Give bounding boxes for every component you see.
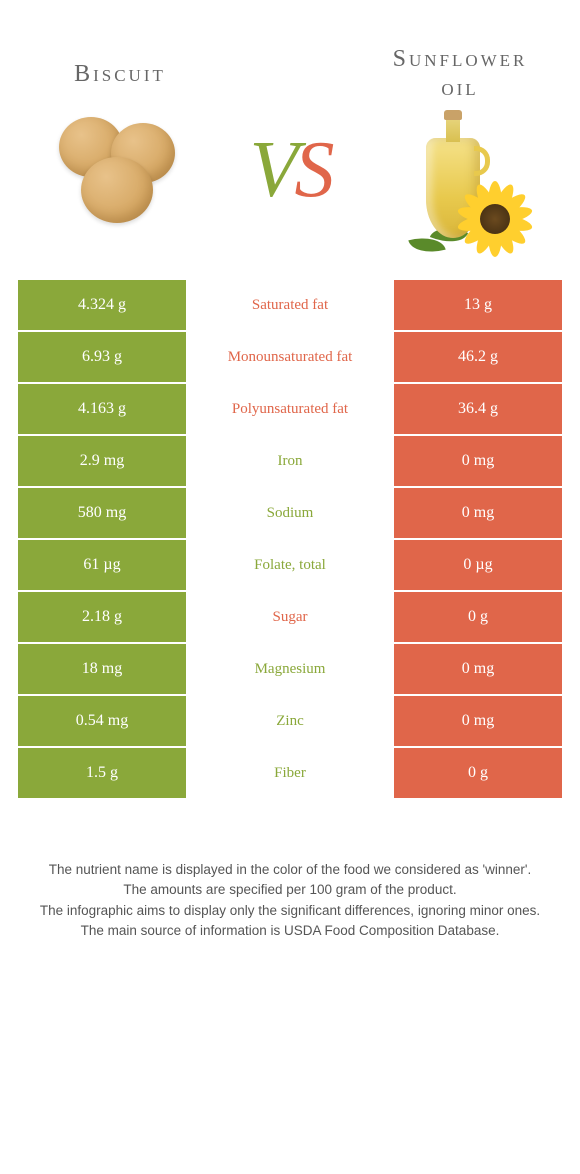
right-value: 0 mg: [392, 488, 562, 538]
nutrient-label: Fiber: [188, 748, 392, 798]
nutrient-label: Polyunsaturated fat: [188, 384, 392, 434]
right-value: 0 mg: [392, 696, 562, 746]
left-value: 580 mg: [18, 488, 188, 538]
left-value: 6.93 g: [18, 332, 188, 382]
nutrient-label: Saturated fat: [188, 280, 392, 330]
nutrient-label: Monounsaturated fat: [188, 332, 392, 382]
right-value: 36.4 g: [392, 384, 562, 434]
right-value: 0 g: [392, 592, 562, 642]
nutrient-label: Zinc: [188, 696, 392, 746]
nutrient-row: 580 mgSodium0 mg: [18, 488, 562, 538]
right-food-column: Sunflower oil: [370, 45, 550, 255]
right-food-title: Sunflower oil: [370, 45, 550, 103]
left-value: 61 µg: [18, 540, 188, 590]
right-value: 13 g: [392, 280, 562, 330]
biscuit-image: [50, 100, 190, 240]
right-value: 46.2 g: [392, 332, 562, 382]
nutrient-label: Magnesium: [188, 644, 392, 694]
left-food-column: Biscuit: [30, 60, 210, 241]
right-value: 0 mg: [392, 644, 562, 694]
nutrient-label: Sodium: [188, 488, 392, 538]
sunflower-oil-image: [390, 115, 530, 255]
nutrient-label: Folate, total: [188, 540, 392, 590]
nutrient-row: 4.163 gPolyunsaturated fat36.4 g: [18, 384, 562, 434]
left-value: 18 mg: [18, 644, 188, 694]
nutrient-row: 2.9 mgIron0 mg: [18, 436, 562, 486]
nutrient-row: 4.324 gSaturated fat13 g: [18, 280, 562, 330]
left-value: 4.163 g: [18, 384, 188, 434]
footer-line: The nutrient name is displayed in the co…: [28, 860, 552, 880]
nutrient-row: 2.18 gSugar0 g: [18, 592, 562, 642]
comparison-header: Biscuit VS Sunflower oil: [0, 0, 580, 280]
left-value: 1.5 g: [18, 748, 188, 798]
right-value: 0 g: [392, 748, 562, 798]
footer-notes: The nutrient name is displayed in the co…: [0, 800, 580, 941]
nutrient-row: 0.54 mgZinc0 mg: [18, 696, 562, 746]
nutrient-row: 18 mgMagnesium0 mg: [18, 644, 562, 694]
left-value: 2.9 mg: [18, 436, 188, 486]
nutrient-row: 6.93 gMonounsaturated fat46.2 g: [18, 332, 562, 382]
footer-line: The main source of information is USDA F…: [28, 921, 552, 941]
right-value: 0 mg: [392, 436, 562, 486]
left-value: 0.54 mg: [18, 696, 188, 746]
nutrient-table: 4.324 gSaturated fat13 g6.93 gMonounsatu…: [0, 280, 580, 798]
nutrient-row: 61 µgFolate, total0 µg: [18, 540, 562, 590]
left-value: 4.324 g: [18, 280, 188, 330]
vs-label: VS: [250, 100, 331, 240]
nutrient-row: 1.5 gFiber0 g: [18, 748, 562, 798]
vs-v: V: [250, 125, 295, 216]
footer-line: The infographic aims to display only the…: [28, 901, 552, 921]
nutrient-label: Sugar: [188, 592, 392, 642]
left-food-title: Biscuit: [74, 60, 166, 89]
right-value: 0 µg: [392, 540, 562, 590]
vs-s: S: [294, 125, 330, 216]
footer-line: The amounts are specified per 100 gram o…: [28, 880, 552, 900]
left-value: 2.18 g: [18, 592, 188, 642]
nutrient-label: Iron: [188, 436, 392, 486]
